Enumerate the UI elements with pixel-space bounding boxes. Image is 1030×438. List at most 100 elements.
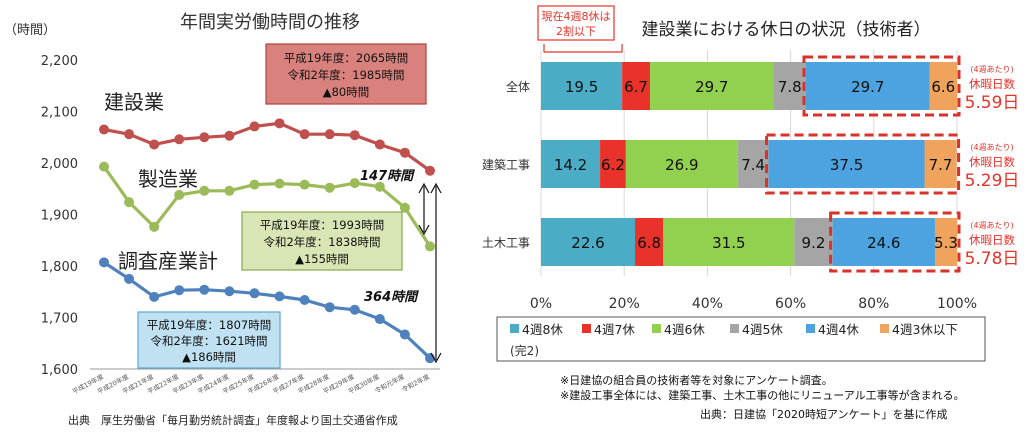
series-point (274, 291, 285, 302)
gap-label-147: 147時間 (360, 168, 415, 184)
annotation-line: ▲155時間 (295, 252, 349, 266)
category-label: 土木工事 (482, 236, 530, 250)
side-note-label: 休暇日数 (969, 233, 1015, 247)
bar-segment (773, 62, 806, 110)
series-point (149, 139, 160, 150)
line-chart-title: 年間実労働時間の推移 (180, 12, 360, 33)
bar-value-label: 9.2 (802, 234, 826, 252)
category-label: 建築工事 (482, 157, 530, 172)
annotation-line: 平成19年度：1993時間 (260, 218, 384, 232)
bar-segment (635, 218, 664, 266)
bar-value-label: 7.8 (778, 78, 802, 96)
side-note-label: 休暇日数 (969, 155, 1015, 169)
series-point (274, 118, 285, 129)
series-point (99, 257, 109, 268)
x-tick-label: 令和2年度 (400, 372, 431, 394)
callout-line: 2割以下 (556, 24, 596, 38)
category-label: 全体 (506, 79, 530, 94)
bar-segment (625, 140, 738, 188)
gap-label-364: 364時間 (364, 289, 419, 305)
bar-chart-title: 建設業における休日の状況（技術者） (642, 20, 931, 40)
side-note-value: 5.59日 (965, 93, 1020, 113)
series-point (374, 181, 385, 192)
bar-chart-note: ※日建協の組合員の技術者等を対象にアンケート調査。 (560, 373, 833, 387)
series-lines (99, 118, 435, 364)
series-point (174, 189, 185, 200)
series-point (399, 329, 410, 340)
bar-value-label: 14.2 (554, 156, 587, 174)
side-notes: (4週あたり) 休暇日数 5.59日 (4週あたり) 休暇日数 5.29日 (4週あたり) 休… (965, 65, 1020, 269)
series-point (374, 314, 385, 325)
side-note-value: 5.78日 (965, 249, 1020, 269)
x-tick-label: 80% (858, 296, 889, 312)
series-label-all-industries: 調査産業計 (118, 249, 218, 273)
annotation-box (241, 211, 403, 271)
stacked-bar-chart: 建設業における休日の状況（技術者） 現在4週8休は 2割以下 19.5 6.7 29… (482, 5, 1020, 421)
series-point (249, 179, 260, 190)
callout-box: 現在4週8休は 2割以下 (537, 5, 623, 53)
legend-label: 4週5休 (742, 322, 783, 337)
series-point (324, 129, 335, 140)
bar-segment (768, 140, 925, 188)
bar-segment (649, 62, 774, 110)
bar-value-label: 31.5 (712, 234, 745, 252)
series-point (274, 178, 285, 189)
bar-value-label: 26.9 (665, 156, 698, 174)
annotation-line: 令和2年度：1621時間 (150, 334, 267, 348)
series-point (399, 147, 410, 158)
series-point (174, 285, 185, 296)
x-tick-label: 100% (937, 296, 977, 312)
x-tick-label: 60% (775, 296, 806, 312)
x-axis-ticks: 0% 20% 40% 60% 80% 100% (530, 296, 977, 312)
bar-value-label: 6.2 (601, 156, 625, 174)
x-tick-label: 20% (609, 296, 640, 312)
series-label-construction: 建設業 (104, 90, 164, 114)
series-point (124, 273, 135, 284)
series-point (124, 197, 135, 208)
annotation-line: 平成19年度：1807時間 (147, 318, 271, 332)
series-point (299, 129, 310, 140)
bar-value-label: 29.7 (851, 78, 884, 96)
y-tick-label: 2,000 (41, 157, 78, 172)
series-point (199, 132, 210, 143)
series-point (399, 202, 410, 213)
bar-segment (737, 140, 769, 188)
x-axis-ticks: 平成19年度平成20年度平成21年度平成22年度平成23年度平成24年度平成25… (70, 372, 431, 396)
series-point (349, 304, 360, 315)
annotation-line: ▲186時間 (182, 350, 236, 364)
gap-arrow-147: 147時間 (360, 168, 430, 236)
series-point (324, 182, 335, 193)
y-tick-label: 1,600 (41, 363, 78, 378)
legend-swatch (582, 324, 591, 333)
series-point (324, 302, 335, 313)
bar-segment (924, 140, 957, 188)
legend-swatch (652, 324, 661, 333)
annotation-box (265, 43, 427, 105)
legend-label: 4週4休 (818, 322, 859, 337)
annotation-manufacturing: 平成19年度：1993時間 令和2年度：1838時間 ▲155時間 (241, 211, 403, 271)
bar-value-label: 19.5 (565, 78, 598, 96)
bar-value-label: 7.4 (741, 156, 765, 174)
series-point (224, 130, 235, 141)
y-tick-label: 2,200 (41, 54, 78, 69)
bar-segment (929, 62, 957, 110)
y-tick-label: 1,900 (41, 209, 78, 224)
series-point (349, 178, 360, 189)
bar-value-label: 7.7 (929, 156, 953, 174)
bar-segment (934, 218, 957, 266)
y-tick-label: 1,800 (41, 260, 78, 275)
bar-segment (541, 218, 636, 266)
side-note-small: (4週あたり) (970, 143, 1013, 152)
legend: 4週8休 4週7休 4週6休 4週5休 4週4休 4週3休以下 (完2) (496, 316, 986, 362)
series-point (149, 291, 160, 302)
y-tick-label: 1,700 (41, 312, 78, 327)
series-point (174, 134, 185, 145)
series-point (99, 124, 109, 135)
annotation-line: 令和2年度：1985時間 (287, 68, 404, 82)
series-point (199, 185, 210, 196)
series-point (99, 161, 109, 172)
annotation-all-industries: 平成19年度：1807時間 令和2年度：1621時間 ▲186時間 (137, 311, 281, 369)
series-point (124, 129, 135, 140)
